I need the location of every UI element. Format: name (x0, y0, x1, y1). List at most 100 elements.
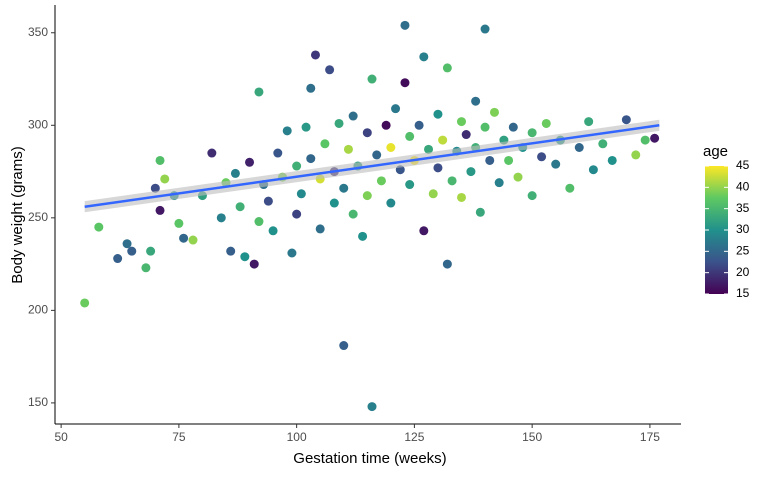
point (447, 176, 457, 186)
point (631, 150, 641, 160)
point (598, 139, 608, 149)
x-tick-label: 175 (640, 430, 660, 444)
point (362, 128, 372, 138)
point (207, 148, 217, 158)
point (268, 226, 278, 236)
point (494, 178, 504, 188)
x-tick-label: 150 (522, 430, 542, 444)
point (150, 183, 160, 193)
point (376, 176, 386, 186)
point (329, 198, 339, 208)
point (263, 196, 273, 206)
point (461, 130, 471, 140)
colorbar-tick-label: 30 (736, 222, 750, 236)
x-axis-label: Gestation time (weeks) (293, 450, 446, 467)
point (310, 50, 320, 60)
point (400, 20, 410, 30)
point (485, 155, 495, 165)
y-tick-label: 250 (28, 210, 48, 224)
trend-line (84, 124, 660, 208)
point (160, 174, 170, 184)
y-tick-label: 200 (28, 303, 48, 317)
point (588, 165, 598, 175)
point (551, 159, 561, 169)
point (607, 155, 617, 165)
point (306, 83, 316, 93)
point (442, 63, 452, 73)
point (367, 74, 377, 84)
point (282, 126, 292, 136)
colorbar-tick-label: 40 (736, 180, 750, 194)
point (146, 246, 156, 256)
point (419, 52, 429, 62)
point (179, 233, 189, 243)
point (339, 183, 349, 193)
colorbar-tick-label: 20 (736, 265, 750, 279)
point (475, 207, 485, 217)
point (188, 235, 198, 245)
point (433, 163, 443, 173)
point (155, 205, 165, 215)
point (419, 226, 429, 236)
point (301, 122, 311, 132)
point (240, 252, 250, 262)
point (456, 192, 466, 202)
point (456, 117, 466, 127)
point (362, 191, 372, 201)
point (428, 189, 438, 199)
point (254, 217, 264, 227)
point (292, 161, 302, 171)
point (254, 87, 264, 97)
point (348, 111, 358, 121)
colorbar (705, 166, 728, 294)
point (442, 259, 452, 269)
point (621, 115, 631, 125)
point (480, 122, 490, 132)
point (372, 150, 382, 160)
point (650, 133, 660, 143)
point (113, 254, 123, 264)
legend-title: age (703, 143, 728, 160)
x-tick-label: 125 (404, 430, 424, 444)
point (127, 246, 137, 256)
point (424, 144, 434, 154)
y-tick-label: 150 (28, 395, 48, 409)
point (94, 222, 104, 232)
point (381, 120, 391, 130)
point (296, 189, 306, 199)
point (438, 135, 448, 145)
point (391, 104, 401, 114)
point (273, 148, 283, 158)
point (466, 167, 476, 177)
point (480, 24, 490, 34)
point (292, 209, 302, 219)
point (386, 143, 396, 153)
point (367, 402, 377, 412)
point (527, 191, 537, 201)
point (249, 259, 259, 269)
point (537, 152, 547, 162)
y-axis-label: Body weight (grams) (9, 146, 26, 284)
point (405, 131, 415, 141)
x-tick-label: 75 (172, 430, 186, 444)
point (400, 78, 410, 88)
point (386, 198, 396, 208)
point (565, 183, 575, 193)
point (226, 246, 236, 256)
x-tick-label: 50 (54, 430, 68, 444)
colorbar-tick-label: 45 (736, 158, 750, 172)
point (80, 298, 90, 308)
point (287, 248, 297, 258)
point (155, 155, 165, 165)
point (574, 143, 584, 153)
point (348, 209, 358, 219)
point (216, 213, 226, 223)
point (339, 341, 349, 351)
point (306, 154, 316, 164)
colorbar-tick-label: 25 (736, 244, 750, 258)
point (343, 144, 353, 154)
y-tick-label: 300 (28, 117, 48, 131)
point (230, 168, 240, 178)
point (513, 172, 523, 182)
